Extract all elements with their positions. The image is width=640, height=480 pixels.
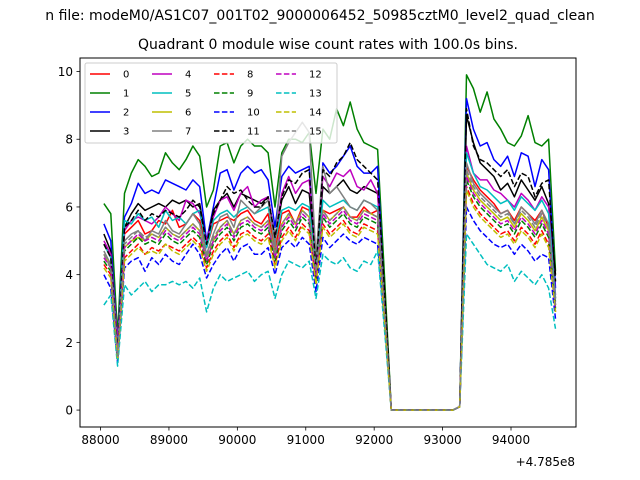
series-line-4	[103, 145, 557, 411]
x-tick-label: 94000	[492, 433, 530, 447]
x-tick-label: 92000	[355, 433, 393, 447]
y-tick-label: 4	[65, 268, 73, 282]
series-line-7	[103, 121, 557, 411]
x-tick-label: 89000	[150, 433, 188, 447]
x-tick-label: 88000	[81, 433, 119, 447]
series-line-15	[103, 168, 557, 411]
legend-label-6: 6	[185, 108, 191, 119]
axes-frame	[79, 57, 577, 428]
legend-label-10: 10	[247, 108, 260, 119]
legend-label-1: 1	[123, 89, 129, 100]
series-layer	[103, 74, 557, 411]
legend-label-15: 15	[309, 127, 322, 138]
legend-label-0: 0	[123, 70, 129, 81]
x-axis: 88000 89000 90000 91000 92000 93000 94000	[81, 427, 530, 447]
y-tick-label: 6	[65, 200, 73, 214]
series-line-14	[103, 189, 557, 411]
x-tick-label: 91000	[287, 433, 325, 447]
chart-title: Quadrant 0 module wise count rates with …	[138, 37, 518, 53]
figure-suptitle: n file: modeM0/AS1C07_001T02_9000006452_…	[45, 8, 594, 24]
legend-label-7: 7	[185, 127, 191, 138]
x-offset-label: +4.785e8	[516, 455, 575, 469]
y-tick-label: 8	[65, 133, 73, 147]
series-line-10	[103, 206, 557, 411]
series-line-12	[103, 175, 557, 411]
y-tick-label: 0	[65, 404, 73, 418]
legend-label-5: 5	[185, 89, 191, 100]
y-axis: 0 2 4 6 8 10	[58, 65, 80, 418]
legend-label-8: 8	[247, 70, 253, 81]
series-line-11	[103, 108, 557, 411]
x-tick-label: 90000	[218, 433, 256, 447]
legend-label-13: 13	[309, 89, 322, 100]
legend-label-9: 9	[247, 89, 253, 100]
series-line-8	[103, 185, 557, 411]
legend-label-14: 14	[309, 108, 322, 119]
legend-box	[84, 62, 338, 144]
x-tick-label: 93000	[423, 433, 461, 447]
series-line-0	[103, 165, 557, 411]
legend-label-3: 3	[123, 127, 129, 138]
series-line-9	[103, 179, 557, 411]
series-line-13	[103, 233, 557, 411]
legend-label-11: 11	[247, 127, 260, 138]
legend-label-4: 4	[185, 70, 191, 81]
y-tick-label: 2	[65, 336, 73, 350]
legend-label-2: 2	[123, 108, 129, 119]
series-line-2	[103, 97, 557, 411]
y-tick-label: 10	[58, 65, 73, 79]
legend-label-12: 12	[309, 70, 322, 81]
